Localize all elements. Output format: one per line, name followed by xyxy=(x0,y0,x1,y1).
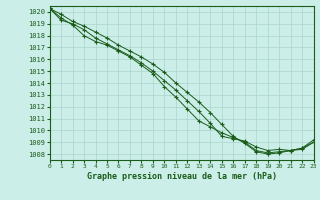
X-axis label: Graphe pression niveau de la mer (hPa): Graphe pression niveau de la mer (hPa) xyxy=(87,172,276,181)
